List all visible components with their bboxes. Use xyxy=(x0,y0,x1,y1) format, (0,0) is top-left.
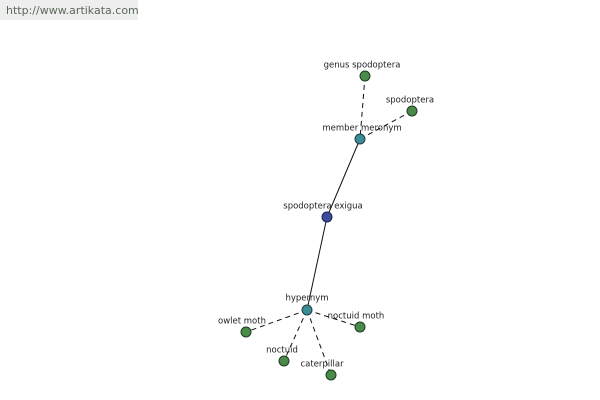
center-node[interactable] xyxy=(321,211,333,223)
node-label[interactable]: genus spodoptera xyxy=(324,61,401,71)
node-label[interactable]: spodoptera xyxy=(386,96,434,106)
edge xyxy=(245,309,308,333)
edge xyxy=(306,309,332,376)
node-label[interactable]: spodoptera exigua xyxy=(283,202,362,212)
edge xyxy=(283,309,308,362)
url-text[interactable]: http://www.artikata.com xyxy=(6,4,139,17)
node[interactable] xyxy=(325,369,337,381)
node-label[interactable]: noctuid moth xyxy=(328,312,385,322)
node[interactable] xyxy=(240,326,252,338)
edge xyxy=(306,309,361,328)
node[interactable] xyxy=(278,355,290,367)
node-label[interactable]: member meronym xyxy=(322,124,401,134)
relation-node[interactable] xyxy=(301,304,313,316)
node[interactable] xyxy=(354,321,366,333)
edge xyxy=(306,216,328,311)
node-label[interactable]: hypernym xyxy=(285,294,328,304)
edge xyxy=(359,75,366,140)
relation-node[interactable] xyxy=(354,133,366,145)
node[interactable] xyxy=(406,105,418,117)
node-label[interactable]: caterpillar xyxy=(300,360,344,370)
edge xyxy=(359,110,413,140)
url-banner xyxy=(0,0,138,20)
node-label[interactable]: noctuid xyxy=(266,346,298,356)
node[interactable] xyxy=(359,70,371,82)
node-label[interactable]: owlet moth xyxy=(218,317,266,327)
edge xyxy=(326,138,361,218)
